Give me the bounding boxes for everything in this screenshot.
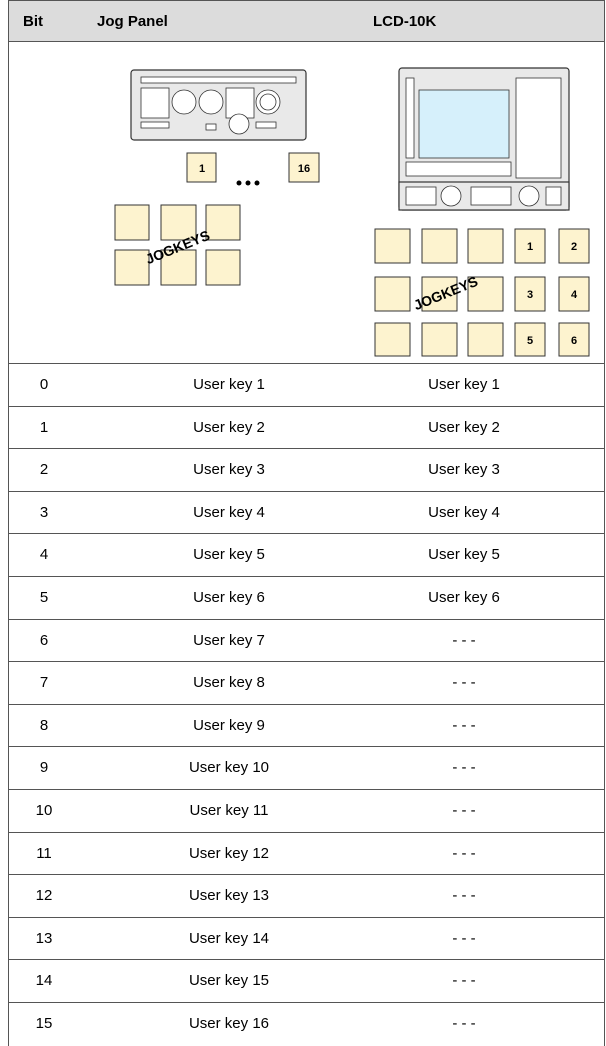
table-row: 4 User key 5 User key 5 (8, 534, 605, 577)
table-cell: 9 (39, 759, 49, 777)
table-row: 15 User key 16 - - - (8, 1003, 605, 1046)
key-label: 1 (527, 241, 533, 253)
column-header: LCD-10K (373, 13, 437, 30)
table-cell: 7 (39, 674, 49, 692)
table-row: 10 User key 11 - - - (8, 790, 605, 833)
table-cell: 2 (39, 461, 49, 479)
illustrations: 1 16 JOGKEYS 1 2 3 4 5 6 JOGKEYS (114, 67, 590, 357)
lcd-keys (374, 228, 590, 357)
table-row: 1 User key 2 User key 2 (8, 406, 605, 450)
table-cell: User key 11 (189, 802, 269, 819)
jog-panel-device (130, 69, 307, 141)
table-row: 7 User key 8 - - - (8, 662, 605, 705)
table-cell: 13 (35, 929, 53, 947)
table-cell: User key 6 (428, 589, 500, 606)
table-cell: 0 (39, 376, 49, 393)
table-row: 3 User key 4 User key 4 (8, 491, 605, 535)
table-cell: - - - (452, 631, 476, 649)
table-cell: User key 8 (193, 674, 265, 692)
table-cell: - - - (452, 716, 476, 734)
table-cell: 15 (35, 1015, 53, 1032)
table-cell: 3 (39, 503, 49, 521)
table-cell: 8 (39, 716, 49, 734)
table-cell: - - - (452, 972, 476, 990)
table-cell: User key 6 (193, 589, 265, 606)
table-cell: 6 (39, 631, 49, 649)
table-row: 12 User key 13 - - - (8, 875, 605, 918)
table-cell: 10 (35, 802, 53, 819)
table-cell: User key 1 (428, 376, 500, 393)
table-cell: 4 (39, 546, 49, 564)
table-cell: User key 1 (193, 376, 265, 393)
table-header: Bit Jog Panel LCD-10K (8, 0, 605, 42)
table-cell: User key 2 (428, 418, 500, 436)
key-label: 2 (571, 241, 577, 253)
table-cell: - - - (452, 674, 476, 692)
table-cell: User key 7 (193, 631, 265, 649)
table-row: 5 User key 6 User key 6 (8, 577, 605, 620)
table-cell: - - - (452, 802, 476, 819)
key-label: 1 (199, 163, 205, 175)
table-cell: User key 3 (428, 461, 500, 479)
table-row: 6 User key 7 - - - (8, 619, 605, 663)
table-row: 0 User key 1 User key 1 (8, 364, 605, 407)
table-row: 2 User key 3 User key 3 (8, 449, 605, 492)
table-row: 8 User key 9 - - - (8, 704, 605, 748)
table-cell: - - - (452, 1015, 476, 1032)
table-cell: User key 10 (188, 759, 270, 777)
table-cell: User key 14 (188, 929, 270, 947)
table-cell: User key 9 (193, 716, 265, 734)
table-cell: 11 (36, 844, 52, 862)
jog-keys (114, 152, 320, 286)
table-cell: - - - (452, 929, 476, 947)
table-cell: User key 5 (193, 546, 265, 564)
table-row: 11 User key 12 - - - (8, 832, 605, 876)
table-row: 13 User key 14 - - - (8, 917, 605, 961)
column-header: Bit (23, 13, 43, 30)
table-cell: User key 12 (188, 844, 270, 862)
column-header: Jog Panel (97, 13, 168, 30)
table-cell: User key 15 (188, 972, 270, 990)
table-cell: - - - (452, 844, 476, 862)
table-cell: User key 16 (188, 1015, 270, 1032)
table-cell: - - - (452, 759, 476, 777)
table-row: 9 User key 10 - - - (8, 747, 605, 790)
table-cell: 12 (35, 887, 53, 905)
table-cell: User key 2 (193, 418, 265, 436)
table-cell: User key 4 (193, 503, 265, 521)
table-cell: User key 13 (188, 887, 270, 905)
table-cell: 14 (35, 972, 53, 990)
key-label: 4 (571, 289, 578, 301)
key-label: 5 (527, 335, 533, 347)
key-label: 6 (571, 335, 577, 347)
key-label: 3 (527, 289, 533, 301)
table-cell: 5 (39, 589, 49, 606)
image-row: 1 16 JOGKEYS 1 2 3 4 5 6 JOGKEYS (8, 42, 605, 364)
table-cell: - - - (452, 887, 476, 905)
key-label: 16 (298, 163, 310, 175)
table-row: 14 User key 15 - - - (8, 960, 605, 1003)
lcd-device (398, 67, 570, 211)
table-cell: 1 (39, 418, 49, 436)
table-cell: User key 4 (428, 503, 500, 521)
table-cell: User key 3 (193, 461, 265, 479)
table-cell: User key 5 (428, 546, 500, 564)
